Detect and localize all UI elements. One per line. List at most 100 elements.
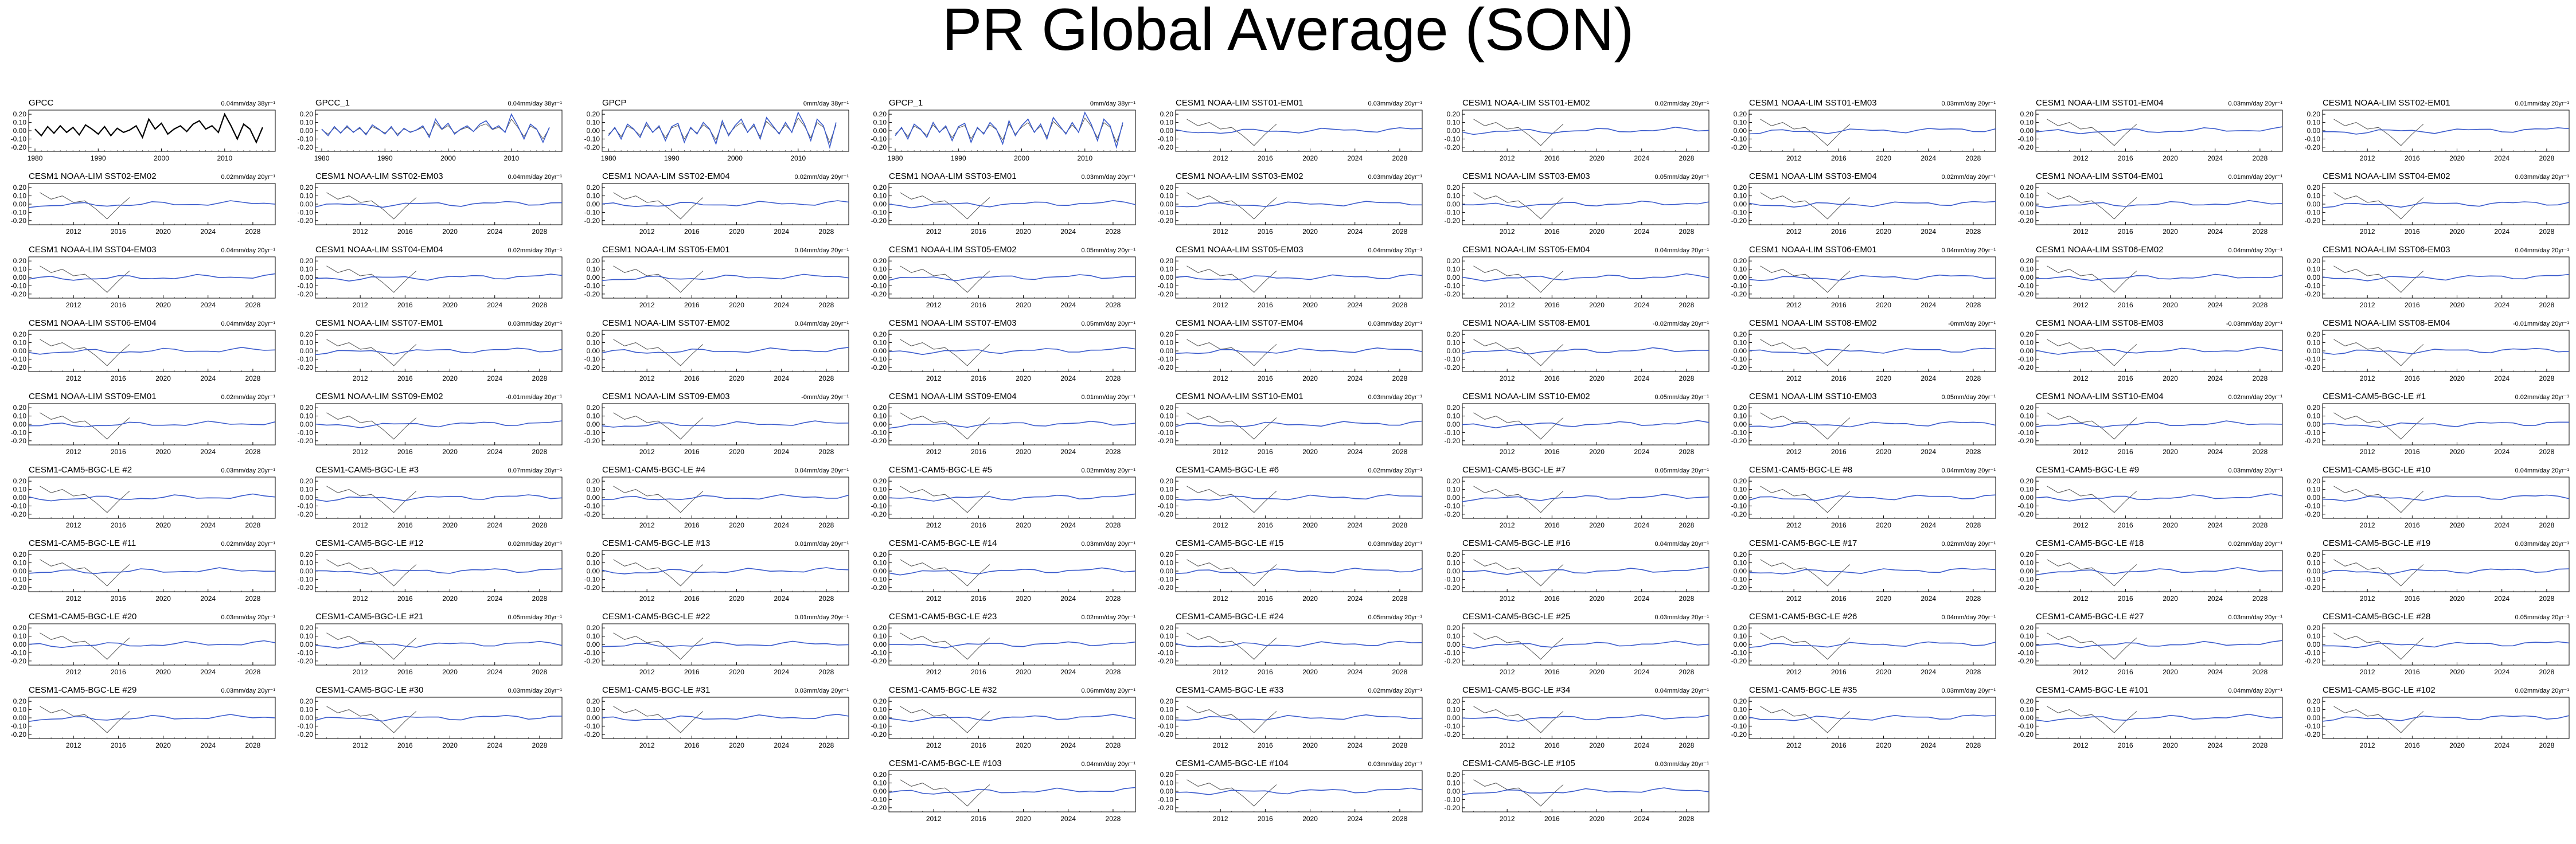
y-tick-label: -0.20 bbox=[1445, 657, 1461, 665]
obs-reference-line bbox=[321, 118, 550, 140]
panel-trend: 0.03mm/day 20yr⁻¹ bbox=[1655, 761, 1709, 768]
x-tick-label: 2020 bbox=[2449, 448, 2465, 456]
obs-overlay-line bbox=[2047, 265, 2137, 293]
y-tick-label: 0.20 bbox=[2020, 404, 2034, 412]
x-tick-label: 2024 bbox=[2494, 521, 2509, 529]
x-tick-label: 2028 bbox=[1966, 154, 1981, 162]
x-tick-label: 2028 bbox=[532, 374, 548, 382]
y-tick-label: 0.10 bbox=[587, 119, 600, 127]
x-tick-label: 2020 bbox=[1876, 374, 1891, 382]
y-tick-label: 0.20 bbox=[1734, 183, 1747, 192]
x-tick-label: 2024 bbox=[1347, 448, 1363, 456]
model-series-line bbox=[1462, 126, 1709, 135]
y-tick-label: 0.10 bbox=[587, 486, 600, 494]
y-tick-label: 0.20 bbox=[1734, 110, 1747, 118]
x-tick-label: 1980 bbox=[601, 154, 616, 162]
y-tick-label: -0.10 bbox=[584, 282, 600, 290]
obs-overlay-line bbox=[900, 632, 990, 660]
x-tick-label: 2028 bbox=[1106, 228, 1121, 236]
panel-plot-area: CESM1 NOAA-LIM SST09-EM02 -0.01mm/day 20y… bbox=[298, 392, 563, 456]
y-tick-label: -0.10 bbox=[1158, 428, 1174, 436]
panel-title: CESM1 NOAA-LIM SST02-EM01 bbox=[2323, 98, 2450, 108]
x-tick-label: 2016 bbox=[2405, 374, 2420, 382]
panel-trend: 0.02mm/day 20yr⁻¹ bbox=[221, 174, 276, 181]
obs-overlay-line bbox=[2333, 192, 2424, 220]
panel-title: CESM1-CAM5-BGC-LE #22 bbox=[602, 612, 710, 622]
x-tick-label: 2016 bbox=[684, 668, 700, 676]
x-tick-label: 2024 bbox=[1921, 595, 1936, 603]
y-tick-label: 0.00 bbox=[587, 200, 600, 208]
x-tick-label: 2016 bbox=[971, 521, 986, 529]
y-tick-label: 0.10 bbox=[1734, 486, 1747, 494]
x-tick-label: 2020 bbox=[155, 741, 171, 749]
panel-chart: CESM1-CAM5-BGC-LE #29 0.03mm/day 20yr⁻¹ 0.… bbox=[11, 685, 276, 749]
x-tick-label: 2012 bbox=[1213, 374, 1228, 382]
obs-overlay-line bbox=[900, 265, 990, 293]
y-tick-label: 0.10 bbox=[13, 632, 27, 640]
panel-plot-area: GPCP_1 0mm/day 38yr⁻¹ 0.200.100.00-0.10-0.… bbox=[871, 98, 1136, 162]
panel-plot-area: CESM1 NOAA-LIM SST05-EM03 0.04mm/day 20yr… bbox=[1158, 245, 1423, 309]
panel-title: CESM1 NOAA-LIM SST05-EM01 bbox=[602, 245, 730, 255]
y-tick-label: -0.20 bbox=[1158, 143, 1174, 151]
panel-title: CESM1-CAM5-BGC-LE #6 bbox=[1176, 465, 1279, 475]
model-series-line bbox=[28, 640, 276, 648]
y-tick-label: 0.20 bbox=[2020, 330, 2034, 338]
y-tick-label: 0.10 bbox=[1160, 632, 1174, 640]
panel-plot-area: CESM1 NOAA-LIM SST09-EM03 -0mm/day 20yr⁻¹… bbox=[584, 392, 849, 456]
obs-overlay-line bbox=[1473, 559, 1564, 587]
x-tick-label: 2028 bbox=[1106, 521, 1121, 529]
y-tick-label: 0.10 bbox=[587, 192, 600, 200]
x-tick-label: 2020 bbox=[1876, 301, 1891, 309]
x-tick-label: 2024 bbox=[1634, 448, 1649, 456]
panel-frame bbox=[315, 476, 563, 519]
panel-trend: 0.02mm/day 20yr⁻¹ bbox=[1942, 174, 1996, 181]
y-tick-label: -0.20 bbox=[11, 217, 27, 225]
x-tick-label: 2016 bbox=[111, 741, 126, 749]
panel-trend: 0.04mm/day 20yr⁻¹ bbox=[795, 467, 849, 474]
x-tick-label: 2012 bbox=[2360, 741, 2375, 749]
obs-series-line bbox=[608, 111, 837, 149]
obs-overlay-line bbox=[326, 265, 417, 293]
obs-overlay-line bbox=[1473, 265, 1564, 293]
y-tick-label: 0.20 bbox=[2020, 477, 2034, 485]
y-tick-label: 0.20 bbox=[1734, 330, 1747, 338]
x-tick-label: 2012 bbox=[2073, 521, 2089, 529]
panel-chart: CESM1 NOAA-LIM SST09-EM02 -0.01mm/day 20y… bbox=[298, 392, 563, 456]
panel-plot-area: GPCC_1 0.04mm/day 38yr⁻¹ 0.200.100.00-0.10… bbox=[298, 98, 563, 162]
x-tick-label: 2012 bbox=[926, 448, 942, 456]
panel-plot-area: CESM1-CAM5-BGC-LE #24 0.05mm/day 20yr⁻¹ 0.… bbox=[1158, 612, 1423, 676]
y-tick-label: -0.10 bbox=[871, 722, 887, 730]
x-tick-label: 2016 bbox=[111, 595, 126, 603]
x-tick-label: 2028 bbox=[819, 228, 834, 236]
panel-plot-area: CESM1-CAM5-BGC-LE #10 0.04mm/day 20yr⁻¹ 0.… bbox=[2305, 465, 2570, 529]
x-tick-label: 2012 bbox=[639, 741, 655, 749]
x-tick-label: 2024 bbox=[1347, 228, 1363, 236]
obs-overlay-line bbox=[1473, 412, 1564, 440]
model-series-line bbox=[888, 274, 1136, 282]
x-tick-label: 1990 bbox=[664, 154, 680, 162]
x-tick-label: 2024 bbox=[1921, 154, 1936, 162]
panel-plot-area: CESM1-CAM5-BGC-LE #20 0.03mm/day 20yr⁻¹ 0.… bbox=[11, 612, 276, 676]
panel-title: CESM1-CAM5-BGC-LE #103 bbox=[889, 759, 1002, 768]
y-tick-label: 0.20 bbox=[13, 257, 27, 265]
x-tick-label: 2016 bbox=[397, 228, 413, 236]
x-tick-label: 2024 bbox=[1060, 448, 1076, 456]
panel-trend: -0.02mm/day 20yr⁻¹ bbox=[1653, 321, 1709, 327]
y-tick-label: -0.20 bbox=[2305, 143, 2321, 151]
y-tick-label: 0.20 bbox=[873, 110, 887, 118]
x-tick-label: 2016 bbox=[1544, 228, 1560, 236]
y-tick-label: 0.00 bbox=[13, 273, 27, 282]
x-tick-label: 2024 bbox=[1347, 741, 1363, 749]
panel-trend: 0.04mm/day 20yr⁻¹ bbox=[2228, 687, 2283, 694]
y-tick-label: -0.20 bbox=[2305, 437, 2321, 445]
obs-overlay-line bbox=[2333, 632, 2424, 660]
y-tick-label: 0.20 bbox=[1447, 110, 1461, 118]
x-tick-label: 2016 bbox=[111, 521, 126, 529]
x-tick-label: 2028 bbox=[1966, 228, 1981, 236]
x-tick-label: 2012 bbox=[2073, 595, 2089, 603]
panel-chart: CESM1 NOAA-LIM SST04-EM02 0.03mm/day 20yr… bbox=[2305, 171, 2570, 236]
panel-title: CESM1 NOAA-LIM SST07-EM01 bbox=[315, 318, 443, 328]
y-tick-label: 0.10 bbox=[587, 559, 600, 567]
y-tick-label: 0.00 bbox=[1447, 127, 1461, 135]
x-tick-label: 2024 bbox=[1921, 301, 1936, 309]
